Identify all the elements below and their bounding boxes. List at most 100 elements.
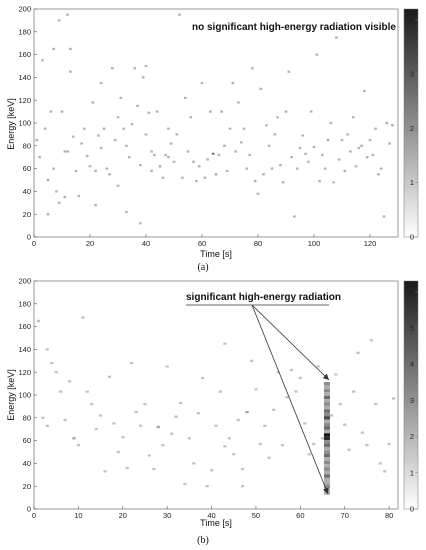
x-tick-label: 50 bbox=[252, 511, 260, 520]
y-ticks-a: 0 20 40 60 80 100 120 140 160 180 200 bbox=[18, 5, 37, 242]
heatmap-cell bbox=[116, 450, 120, 454]
heatmap-cell bbox=[189, 116, 193, 119]
heatmap-cell bbox=[320, 437, 325, 440]
y-tick-label: 120 bbox=[18, 368, 31, 377]
heatmap-cell bbox=[287, 70, 291, 73]
burst-cell bbox=[323, 388, 330, 393]
heatmap-cell bbox=[111, 67, 114, 70]
heatmap-cell bbox=[175, 133, 179, 136]
heatmap-cell bbox=[50, 361, 54, 365]
heatmap-cell bbox=[139, 164, 142, 167]
y-tick-label: 0 bbox=[27, 233, 31, 242]
heatmap-cell bbox=[69, 70, 72, 73]
heatmap-cell bbox=[63, 196, 67, 199]
y-ticks-b: 0 20 40 60 80 100 120 140 160 180 200 bbox=[18, 277, 37, 514]
colorbar-tick-label: 4 bbox=[410, 360, 414, 369]
heatmap-cell bbox=[150, 150, 153, 153]
heatmap-cell bbox=[103, 470, 107, 473]
heatmap-cell bbox=[116, 184, 120, 187]
heatmap-cell bbox=[276, 116, 279, 119]
plot-area-b bbox=[33, 280, 399, 510]
burst-cell bbox=[323, 405, 330, 410]
heatmap-cell bbox=[374, 403, 378, 406]
x-ticks-b: 0 10 20 30 40 50 60 70 80 bbox=[32, 506, 393, 520]
burst-cell bbox=[323, 382, 330, 386]
heatmap-cell bbox=[150, 169, 153, 172]
heatmap-cell bbox=[41, 59, 44, 62]
heatmap-cell bbox=[147, 454, 152, 457]
y-tick-label: 20 bbox=[23, 482, 31, 491]
burst-cell bbox=[323, 433, 330, 437]
heatmap-cell bbox=[273, 133, 277, 136]
x-tick-label: 0 bbox=[32, 239, 36, 248]
heatmap-cell bbox=[209, 469, 214, 472]
y-tick-label: 200 bbox=[18, 5, 31, 14]
heatmap-cell bbox=[55, 190, 58, 193]
heatmap-cell bbox=[116, 116, 120, 119]
y-tick-label: 0 bbox=[27, 505, 31, 514]
x-tick-label: 20 bbox=[86, 239, 94, 248]
heatmap-cell bbox=[360, 144, 363, 147]
heatmap-cell bbox=[346, 133, 349, 136]
heatmap-cell bbox=[382, 215, 386, 218]
heatmap-cell bbox=[225, 169, 229, 172]
heatmap-cell bbox=[214, 424, 218, 427]
heatmap-cell bbox=[347, 448, 351, 451]
heatmap-cell bbox=[365, 444, 369, 447]
heatmap-cell bbox=[256, 192, 260, 195]
heatmap-cell bbox=[323, 167, 327, 170]
heatmap-cell bbox=[335, 36, 338, 39]
burst-cell bbox=[323, 416, 330, 420]
burst-cell bbox=[323, 470, 330, 475]
heatmap-cell bbox=[284, 110, 288, 113]
heatmap-cell bbox=[127, 156, 131, 159]
heatmap-cell bbox=[38, 156, 41, 159]
heatmap-cell bbox=[298, 376, 302, 379]
heatmap-cell bbox=[211, 152, 215, 155]
heatmap-cell bbox=[209, 110, 212, 113]
heatmap-cell bbox=[57, 201, 61, 204]
heatmap-cell bbox=[81, 316, 85, 319]
burst-cell bbox=[323, 484, 330, 488]
heatmap-cell bbox=[343, 423, 347, 426]
heatmap-cell bbox=[158, 165, 162, 168]
heatmap-cell bbox=[329, 414, 334, 417]
colorbar-ticks-a: 0 1 2 3 4 bbox=[410, 15, 418, 242]
burst-cell bbox=[323, 392, 330, 396]
heatmap-cell bbox=[138, 424, 143, 427]
burst-cell bbox=[323, 436, 330, 441]
heatmap-cell bbox=[186, 150, 190, 153]
colorbar-tick-label: 2 bbox=[410, 124, 414, 133]
heatmap-cell bbox=[371, 153, 375, 157]
heatmap-cell bbox=[265, 124, 268, 127]
heatmap-cell bbox=[303, 422, 307, 425]
heatmap-cell bbox=[236, 418, 240, 422]
burst-cell bbox=[323, 419, 330, 424]
y-tick-label: 120 bbox=[18, 96, 31, 105]
heatmap-cell bbox=[63, 150, 67, 153]
heatmap-cell bbox=[217, 153, 221, 157]
heatmap-cell bbox=[205, 485, 209, 488]
x-tick-label: 30 bbox=[163, 511, 171, 520]
heatmap-cell bbox=[349, 150, 352, 153]
heatmap-cell bbox=[74, 169, 78, 172]
colorbar-tick-label: 6 bbox=[410, 287, 414, 296]
burst-cell bbox=[323, 457, 330, 461]
heatmap-cell bbox=[183, 482, 187, 486]
heatmap-cell bbox=[267, 144, 271, 147]
heatmap-cell bbox=[122, 127, 125, 130]
heatmap-cell bbox=[377, 173, 380, 176]
heatmap-cell bbox=[172, 160, 176, 163]
heatmap-cell bbox=[88, 165, 92, 168]
heatmap-cell bbox=[80, 142, 83, 145]
colorbar-tick-label: 1 bbox=[410, 468, 414, 477]
heatmap-cell bbox=[76, 444, 80, 447]
burst-cell bbox=[323, 440, 330, 444]
y-axis-label-b: Energy [keV] bbox=[6, 369, 16, 421]
heatmap-cell bbox=[57, 19, 61, 22]
burst-cell bbox=[323, 477, 330, 482]
burst-cell bbox=[323, 429, 330, 434]
heatmap-cell bbox=[112, 422, 116, 425]
y-tick-label: 200 bbox=[18, 277, 31, 286]
